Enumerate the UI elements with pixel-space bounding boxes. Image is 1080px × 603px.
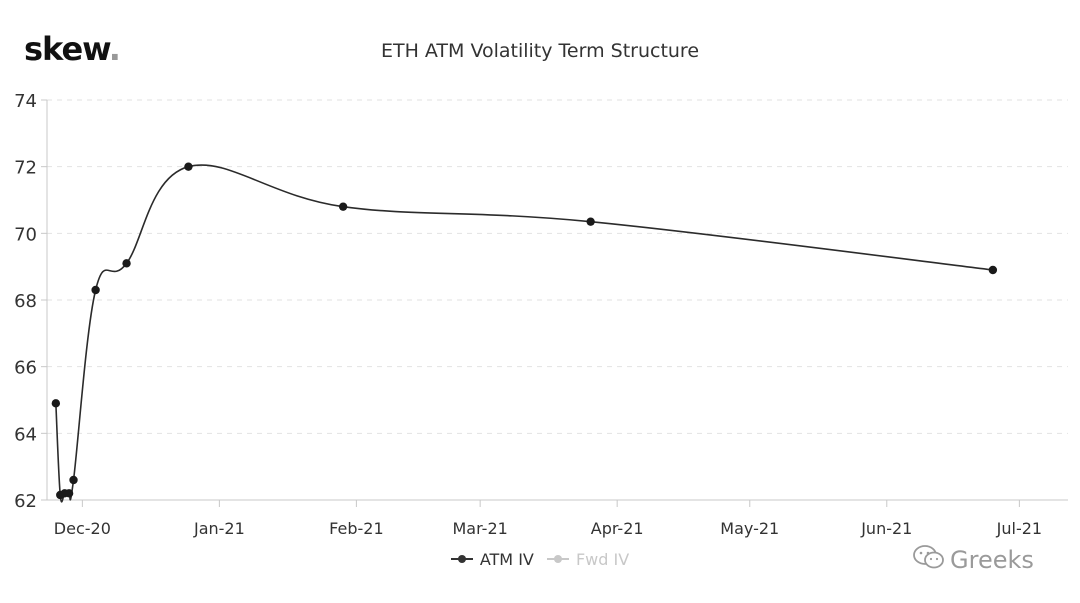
y-tick-label: 70 [14,224,37,245]
data-point-atm-iv [586,217,595,226]
x-tick-label: Jun-21 [860,519,912,538]
y-tick-label: 72 [14,158,37,179]
y-tick-label: 66 [14,358,37,379]
watermark: Greeks [912,543,1034,577]
logo-text: skew [24,30,110,68]
skew-logo: skew. [24,30,121,68]
data-point-atm-iv [338,202,348,211]
legend-label-atm-iv: ATM IV [479,549,534,569]
y-tick-label: 64 [14,424,37,445]
x-tick-label: Feb-21 [329,519,383,538]
data-point-atm-iv [64,489,74,498]
data-point-atm-iv [69,475,78,485]
legend-label-fwd-iv: Fwd IV [575,549,630,569]
series-line-atm-iv [55,164,993,503]
data-point-atm-iv [122,259,131,268]
x-tick-label: Dec-20 [54,519,111,538]
legend-item-atm-iv[interactable]: ATM IV [450,549,534,569]
legend-item-fwd-iv[interactable]: Fwd IV [546,549,630,569]
x-tick-label: Jan-21 [193,519,245,538]
legend-swatch-fwd-iv [546,554,569,564]
y-tick-label: 68 [14,291,37,312]
data-point-atm-iv [988,265,998,275]
data-point-atm-iv [184,162,193,171]
watermark-text: Greeks [950,546,1034,574]
wechat-icon [912,543,946,577]
data-point-atm-iv [51,399,61,408]
legend-swatch-atm-iv [450,554,473,564]
legend: ATM IV Fwd IV [0,549,1080,569]
x-tick-label: May-21 [720,519,779,538]
x-tick-label: Mar-21 [453,519,508,538]
data-point-atm-iv [91,285,100,295]
x-tick-label: Jul-21 [996,519,1042,538]
y-tick-label: 74 [14,91,37,112]
chart-title: ETH ATM Volatility Term Structure [380,40,700,62]
x-tick-label: Apr-21 [591,519,644,538]
logo-dot: . [108,30,121,68]
y-tick-label: 62 [14,491,37,512]
